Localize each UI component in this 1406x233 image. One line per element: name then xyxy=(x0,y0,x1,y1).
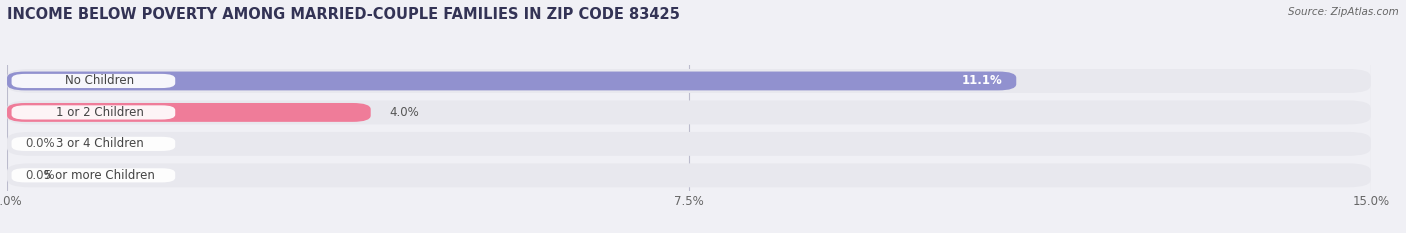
FancyBboxPatch shape xyxy=(7,72,1017,90)
FancyBboxPatch shape xyxy=(7,132,1371,156)
FancyBboxPatch shape xyxy=(7,100,1371,124)
Text: No Children: No Children xyxy=(65,75,135,87)
Text: INCOME BELOW POVERTY AMONG MARRIED-COUPLE FAMILIES IN ZIP CODE 83425: INCOME BELOW POVERTY AMONG MARRIED-COUPL… xyxy=(7,7,681,22)
FancyBboxPatch shape xyxy=(11,137,176,151)
FancyBboxPatch shape xyxy=(11,105,176,120)
Text: 5 or more Children: 5 or more Children xyxy=(45,169,155,182)
FancyBboxPatch shape xyxy=(11,168,176,182)
FancyBboxPatch shape xyxy=(7,163,1371,187)
FancyBboxPatch shape xyxy=(11,74,176,88)
Text: 1 or 2 Children: 1 or 2 Children xyxy=(56,106,143,119)
Text: 3 or 4 Children: 3 or 4 Children xyxy=(56,137,143,150)
FancyBboxPatch shape xyxy=(7,69,1371,93)
Text: 11.1%: 11.1% xyxy=(962,75,1002,87)
Text: 0.0%: 0.0% xyxy=(25,137,55,150)
Text: 0.0%: 0.0% xyxy=(25,169,55,182)
FancyBboxPatch shape xyxy=(7,103,371,122)
Text: 4.0%: 4.0% xyxy=(389,106,419,119)
Text: Source: ZipAtlas.com: Source: ZipAtlas.com xyxy=(1288,7,1399,17)
